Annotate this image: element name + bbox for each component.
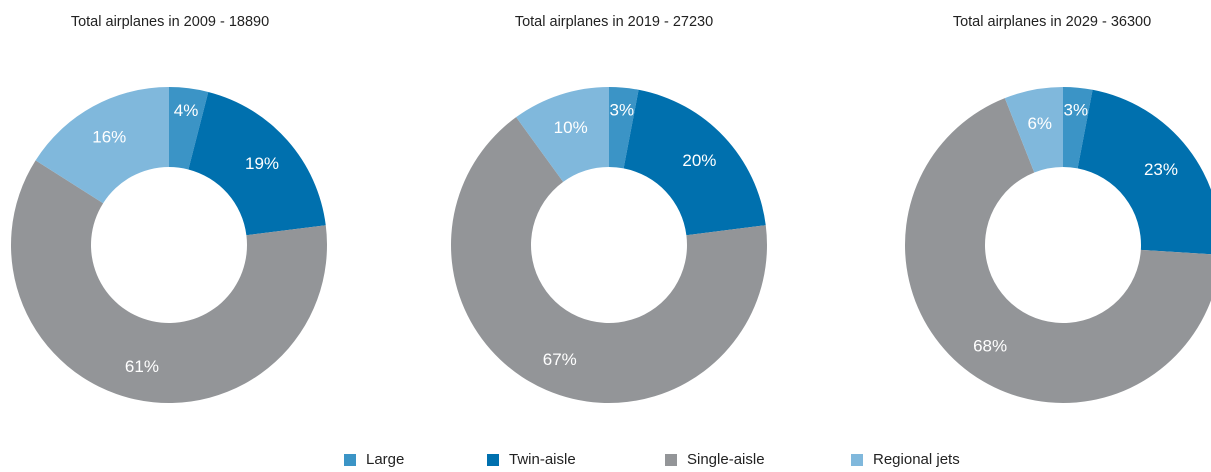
slice-twin-aisle <box>188 91 326 236</box>
donut-2: 3% 23% 68% 6% <box>905 87 1211 403</box>
legend-swatch-large <box>344 453 356 466</box>
donut-1: 3% 20% 67% 10% <box>451 87 767 404</box>
slice-label-regional-jets: 6% <box>1027 114 1052 133</box>
slice-twin-aisle <box>623 89 766 236</box>
chart-title-2019: Total airplanes in 2019 - 27230 <box>514 14 714 30</box>
legend-item-regional-jets: Regional jets <box>851 451 960 468</box>
legend: Large Twin-aisle Single-aisle Regional j… <box>0 451 1211 471</box>
legend-label-twin-aisle: Twin-aisle <box>509 451 576 468</box>
legend-item-twin-aisle: Twin-aisle <box>487 451 576 468</box>
slice-label-large: 3% <box>1064 101 1089 120</box>
slice-label-single-aisle: 68% <box>973 336 1007 355</box>
slice-single-aisle <box>905 98 1211 403</box>
legend-swatch-single-aisle <box>665 453 677 466</box>
donut-charts: 4% 19% 61% 16% 3% 20% 67% 10% 3% 23% 68% 6% <box>10 87 1211 404</box>
legend-label-regional-jets: Regional jets <box>873 451 960 468</box>
slice-label-regional-jets: 10% <box>554 118 588 137</box>
legend-label-single-aisle: Single-aisle <box>687 451 765 468</box>
slice-label-large: 3% <box>610 101 635 120</box>
chart-title-2009: Total airplanes in 2009 - 18890 <box>70 14 270 30</box>
slice-label-twin-aisle: 20% <box>682 151 716 170</box>
slice-regional-jets <box>1004 87 1063 173</box>
slice-label-twin-aisle: 19% <box>245 154 279 173</box>
legend-item-large: Large <box>344 451 404 468</box>
slice-label-single-aisle: 61% <box>125 357 159 376</box>
slice-regional-jets <box>35 87 169 204</box>
chart-title-2029: Total airplanes in 2029 - 36300 <box>952 14 1152 30</box>
legend-label-large: Large <box>366 451 405 468</box>
slice-label-large: 4% <box>174 101 199 120</box>
slice-large <box>169 87 209 170</box>
slice-label-twin-aisle: 23% <box>1144 160 1178 179</box>
donut-0: 4% 19% 61% 16% <box>10 87 328 404</box>
slice-single-aisle <box>10 160 328 404</box>
legend-item-single-aisle: Single-aisle <box>665 451 765 468</box>
slice-label-single-aisle: 67% <box>543 350 577 369</box>
slice-single-aisle <box>451 117 767 404</box>
legend-swatch-regional-jets <box>851 453 863 466</box>
legend-swatch-twin-aisle <box>487 453 499 466</box>
slice-large <box>1063 87 1093 169</box>
slice-twin-aisle <box>1077 89 1211 255</box>
slice-label-regional-jets: 16% <box>92 127 126 146</box>
slice-large <box>609 87 639 169</box>
slice-regional-jets <box>516 87 609 182</box>
